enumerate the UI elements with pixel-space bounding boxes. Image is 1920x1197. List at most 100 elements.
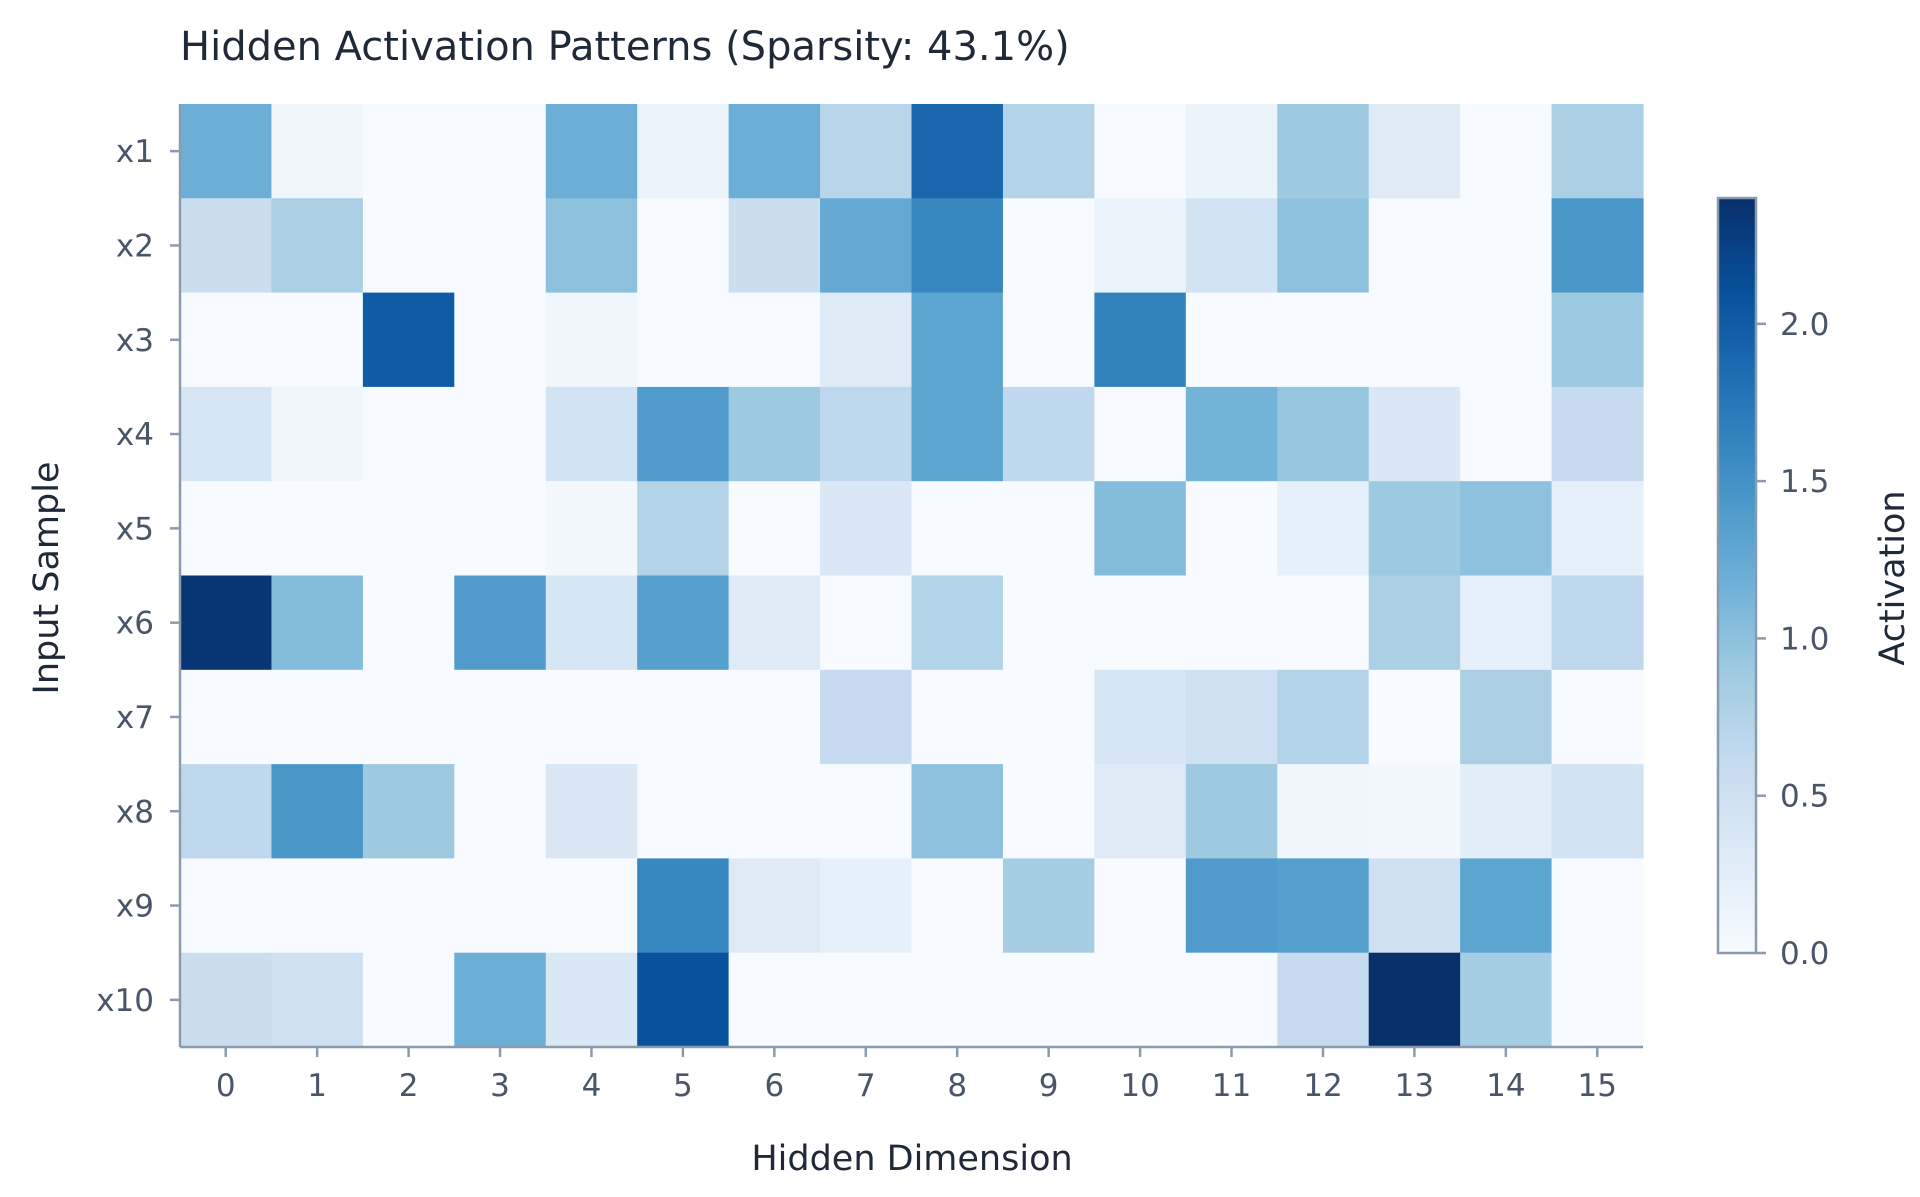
- y-axis-ticks: x1 x2 x3 x4 x5 x6 x7 x8 x9 x10: [96, 134, 180, 1019]
- y-tick-label-x8: x8: [116, 794, 154, 830]
- heatmap-cell-x9-13: [1368, 858, 1461, 954]
- heatmap-cell-x5-3: [454, 481, 547, 577]
- heatmap-cell-x2-14: [1460, 198, 1553, 294]
- heatmap-cell-x3-2: [362, 292, 455, 388]
- heatmap-cell-x5-9: [1002, 481, 1095, 577]
- heatmap-cell-x2-10: [1094, 198, 1187, 294]
- y-tick-label-x10: x10: [96, 983, 154, 1019]
- heatmap-cell-x3-7: [820, 292, 913, 388]
- heatmap-cell-x4-8: [911, 386, 1004, 482]
- heatmap-cell-x1-12: [1277, 104, 1370, 199]
- heatmap-cell-x1-15: [1551, 104, 1644, 199]
- heatmap-cell-x6-6: [728, 575, 821, 671]
- y-tick-label-x7: x7: [116, 700, 154, 736]
- heatmap-cell-x8-12: [1277, 764, 1370, 859]
- heatmap-cell-x9-6: [728, 858, 821, 954]
- heatmap-cell-x7-7: [820, 669, 913, 765]
- heatmap-cell-x3-8: [911, 292, 1004, 388]
- heatmap-cell-x2-13: [1368, 198, 1461, 294]
- x-tick-label-2: 2: [399, 1068, 419, 1104]
- heatmap-cell-x9-1: [271, 858, 364, 954]
- heatmap-cell-x5-0: [180, 481, 273, 577]
- heatmap-cell-x5-1: [271, 481, 364, 577]
- x-tick-label-6: 6: [764, 1068, 784, 1104]
- heatmap-cell-x6-7: [820, 575, 913, 671]
- heatmap-cell-x3-15: [1551, 292, 1644, 388]
- heatmap-cell-x10-6: [728, 952, 821, 1048]
- heatmap-cell-x9-9: [1002, 858, 1095, 954]
- heatmap-cell-x7-14: [1460, 669, 1553, 765]
- heatmap-cell-x10-11: [1185, 952, 1278, 1048]
- heatmap-cell-x2-3: [454, 198, 547, 294]
- heatmap-cell-x7-5: [637, 669, 730, 765]
- heatmap-cell-x8-13: [1368, 764, 1461, 859]
- heatmap-cell-x7-3: [454, 669, 547, 765]
- y-tick-label-x2: x2: [116, 228, 154, 264]
- colorbar-tick-label-2.0: 2.0: [1780, 307, 1829, 343]
- heatmap-cell-x5-11: [1185, 481, 1278, 577]
- heatmap-grid: [180, 104, 1644, 1048]
- heatmap-cell-x2-0: [180, 198, 273, 294]
- x-tick-label-14: 14: [1486, 1068, 1525, 1104]
- x-tick-label-1: 1: [307, 1068, 327, 1104]
- heatmap-cell-x10-15: [1551, 952, 1644, 1048]
- colorbar-tick-label-0.5: 0.5: [1780, 779, 1829, 815]
- heatmap-cell-x6-13: [1368, 575, 1461, 671]
- y-tick-label-x4: x4: [116, 417, 154, 453]
- heatmap-cell-x3-14: [1460, 292, 1553, 388]
- heatmap-cell-x10-5: [637, 952, 730, 1048]
- heatmap-cell-x5-5: [637, 481, 730, 577]
- heatmap-cell-x6-1: [271, 575, 364, 671]
- heatmap-cell-x5-13: [1368, 481, 1461, 577]
- heatmap-cell-x10-7: [820, 952, 913, 1048]
- heatmap-cell-x5-15: [1551, 481, 1644, 577]
- heatmap-cell-x10-12: [1277, 952, 1370, 1048]
- colorbar-tick-label-1.5: 1.5: [1780, 464, 1829, 500]
- heatmap-cell-x9-10: [1094, 858, 1187, 954]
- heatmap-cell-x2-7: [820, 198, 913, 294]
- y-tick-label-x5: x5: [116, 511, 154, 547]
- heatmap-cell-x3-5: [637, 292, 730, 388]
- heatmap-cell-x9-0: [180, 858, 273, 954]
- heatmap-cell-x5-10: [1094, 481, 1187, 577]
- heatmap-cell-x10-10: [1094, 952, 1187, 1048]
- heatmap-cell-x5-8: [911, 481, 1004, 577]
- heatmap-cell-x3-1: [271, 292, 364, 388]
- heatmap-cell-x4-14: [1460, 386, 1553, 482]
- colorbar-gradient: [1716, 196, 1758, 955]
- x-tick-label-15: 15: [1578, 1068, 1617, 1104]
- heatmap-cell-x4-0: [180, 386, 273, 482]
- heatmap-cell-x4-3: [454, 386, 547, 482]
- heatmap-cell-x6-12: [1277, 575, 1370, 671]
- heatmap-axes: [178, 104, 1643, 1049]
- heatmap-cell-x9-14: [1460, 858, 1553, 954]
- heatmap-cell-x9-4: [545, 858, 638, 954]
- heatmap-cell-x2-8: [911, 198, 1004, 294]
- y-tick-label-x9: x9: [116, 889, 154, 925]
- x-tick-label-5: 5: [673, 1068, 693, 1104]
- heatmap-cell-x8-8: [911, 764, 1004, 859]
- heatmap-cell-x1-9: [1002, 104, 1095, 199]
- heatmap-cell-x6-8: [911, 575, 1004, 671]
- heatmap-cell-x4-6: [728, 386, 821, 482]
- heatmap-cell-x7-6: [728, 669, 821, 765]
- heatmap-cell-x9-11: [1185, 858, 1278, 954]
- heatmap-cell-x7-0: [180, 669, 273, 765]
- x-tick-label-10: 10: [1120, 1068, 1159, 1104]
- heatmap-cell-x7-13: [1368, 669, 1461, 765]
- heatmap-cell-x6-4: [545, 575, 638, 671]
- heatmap-cell-x10-0: [180, 952, 273, 1048]
- heatmap-cell-x1-6: [728, 104, 821, 199]
- heatmap-cell-x9-15: [1551, 858, 1644, 954]
- y-tick-label-x6: x6: [116, 606, 154, 642]
- heatmap-cell-x3-9: [1002, 292, 1095, 388]
- heatmap-cell-x6-0: [180, 575, 273, 671]
- heatmap-cell-x1-8: [911, 104, 1004, 199]
- heatmap-cell-x8-2: [362, 764, 455, 859]
- heatmap-cell-x9-7: [820, 858, 913, 954]
- heatmap-cell-x2-11: [1185, 198, 1278, 294]
- heatmap-cell-x7-2: [362, 669, 455, 765]
- heatmap-cell-x10-8: [911, 952, 1004, 1048]
- heatmap-cell-x4-11: [1185, 386, 1278, 482]
- heatmap-cell-x1-1: [271, 104, 364, 199]
